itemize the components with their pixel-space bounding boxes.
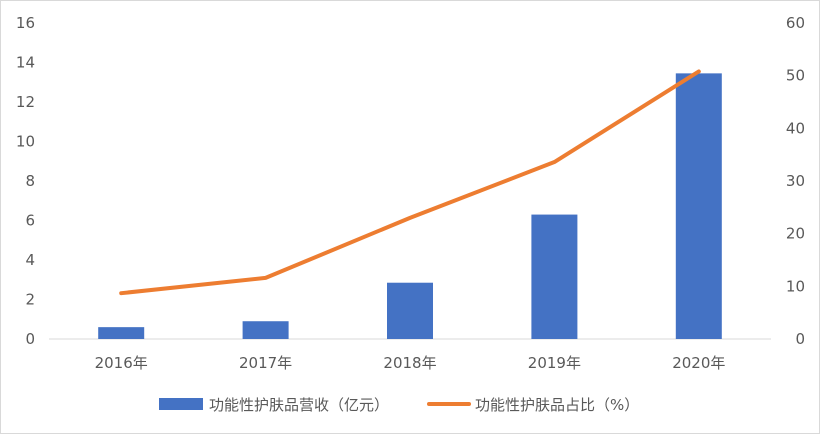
right-tick-label: 40 — [786, 119, 805, 137]
right-tick-label: 50 — [786, 67, 805, 85]
right-tick-label: 20 — [786, 225, 805, 243]
left-tick-label: 0 — [25, 330, 35, 348]
legend-label-bar: 功能性护肤品营收（亿元） — [209, 396, 389, 414]
left-tick-label: 14 — [16, 54, 35, 72]
category-label: 2018年 — [383, 354, 436, 372]
bar-series — [98, 73, 722, 340]
left-tick-label: 12 — [16, 93, 35, 111]
legend: 功能性护肤品营收（亿元） 功能性护肤品占比（%） — [159, 396, 639, 414]
left-tick-label: 6 — [25, 212, 35, 230]
right-tick-label: 10 — [786, 277, 805, 295]
right-tick-label: 30 — [786, 172, 805, 190]
right-tick-label: 0 — [795, 330, 805, 348]
category-label: 2020年 — [672, 354, 725, 372]
right-tick-label: 60 — [786, 14, 805, 32]
bar — [387, 282, 433, 339]
legend-swatch-bar — [159, 398, 203, 410]
right-axis: 0 10 20 30 40 50 60 — [786, 14, 805, 348]
line-series — [119, 69, 701, 296]
bar — [242, 321, 289, 339]
category-label: 2019年 — [528, 354, 581, 372]
left-tick-label: 16 — [16, 14, 35, 32]
bar — [531, 214, 578, 339]
bar — [675, 73, 722, 340]
category-label: 2017年 — [239, 354, 292, 372]
bar — [98, 327, 145, 339]
left-axis: 0 2 4 6 8 10 12 14 16 — [16, 14, 35, 348]
legend-label-line: 功能性护肤品占比（%） — [475, 396, 639, 414]
category-label: 2016年 — [95, 354, 148, 372]
left-tick-label: 8 — [25, 172, 35, 190]
left-tick-label: 4 — [25, 251, 35, 269]
left-tick-label: 2 — [25, 291, 35, 309]
x-axis-categories: 2016年 2017年 2018年 2019年 2020年 — [95, 354, 726, 372]
left-tick-label: 10 — [16, 133, 35, 151]
